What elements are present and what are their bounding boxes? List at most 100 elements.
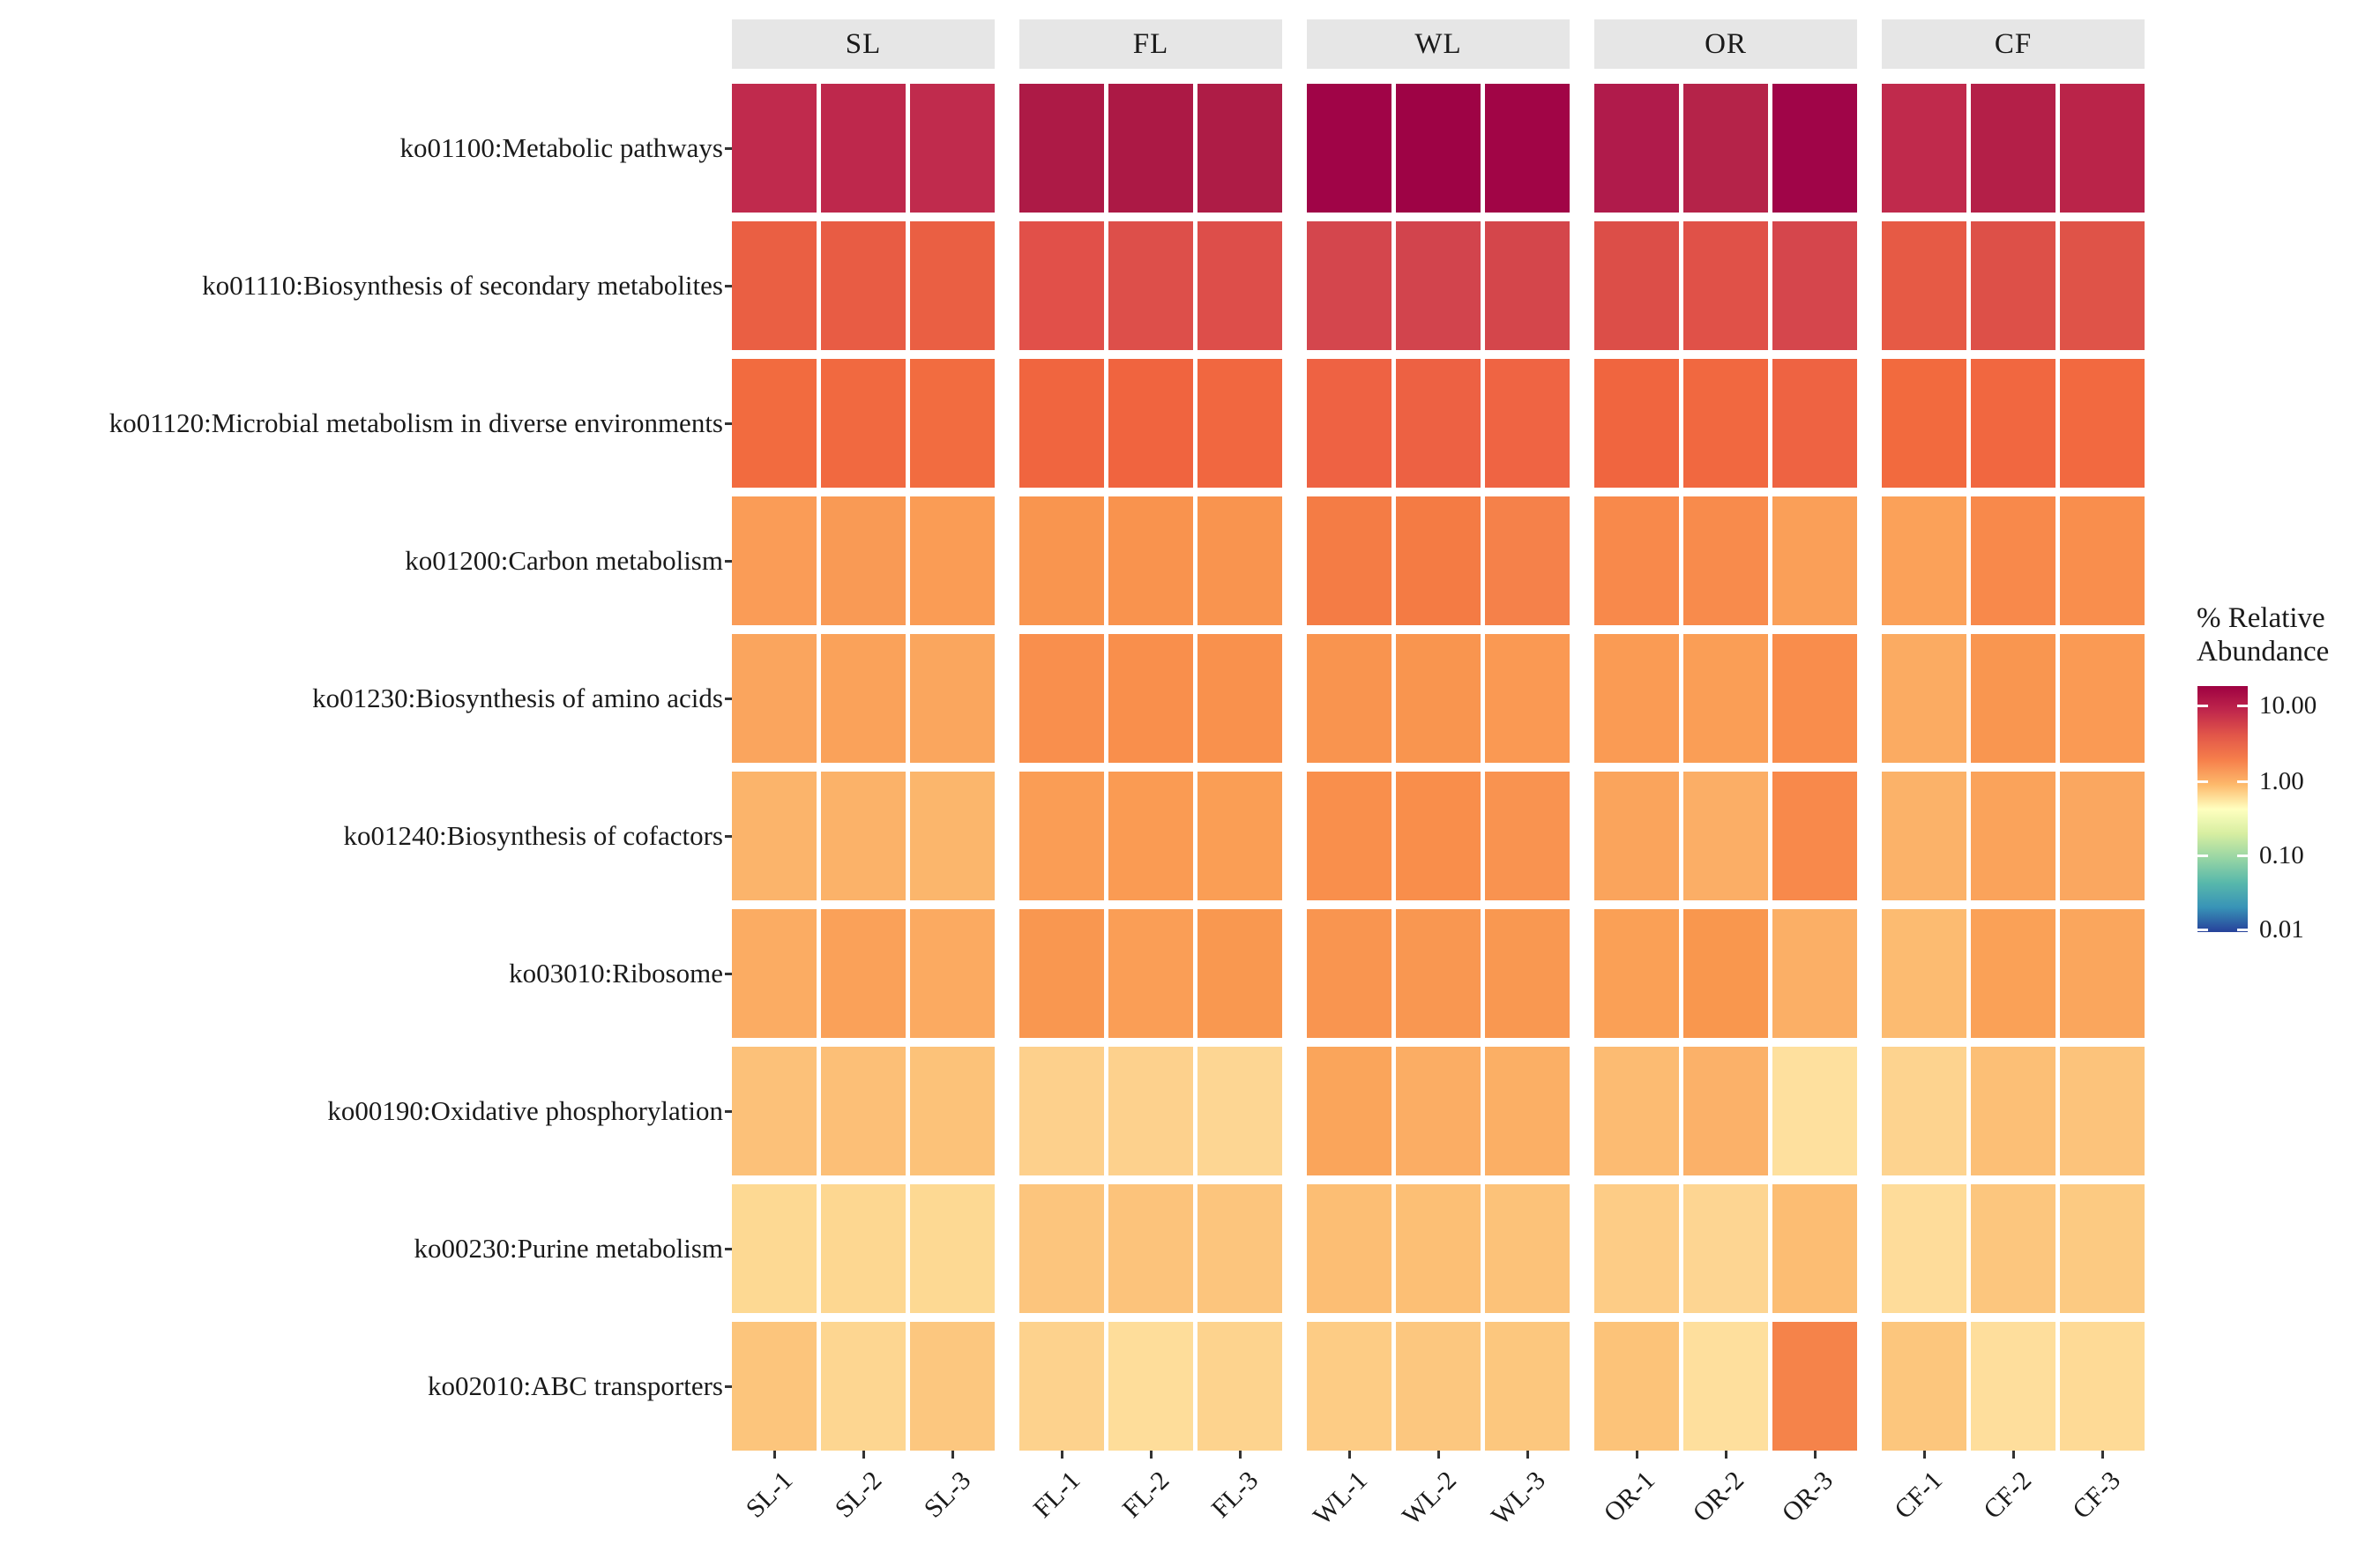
legend-tick-label-2: 0.10: [2259, 840, 2304, 869]
heatmap-cell-FL-2-row7: [1108, 1047, 1193, 1175]
y-tick-row7: [725, 1110, 733, 1113]
y-label-row9: ko02010:ABC transporters: [0, 1322, 723, 1451]
heatmap-cell-SL-2-row8: [821, 1184, 906, 1313]
y-tick-row4: [725, 698, 733, 700]
heatmap-cell-WL-2-row2: [1396, 359, 1481, 488]
y-label-row8: ko00230:Purine metabolism: [0, 1184, 723, 1313]
heatmap-cell-FL-2-row0: [1108, 84, 1193, 213]
heatmap-cell-SL-2-row5: [821, 772, 906, 900]
heatmap-cell-OR-3-row1: [1772, 221, 1857, 350]
heatmap-cell-CF-3-row9: [2060, 1322, 2145, 1451]
heatmap-cell-FL-3-row5: [1197, 772, 1282, 900]
heatmap-cell-CF-2-row1: [1971, 221, 2055, 350]
heatmap-cell-OR-3-row2: [1772, 359, 1857, 488]
y-tick-row2: [725, 422, 733, 425]
heatmap-cell-SL-3-row9: [910, 1322, 995, 1451]
heatmap-cell-OR-1-row3: [1594, 496, 1679, 625]
heatmap-cell-SL-2-row9: [821, 1322, 906, 1451]
y-tick-row0: [725, 147, 733, 150]
x-label-text: OR-1: [1598, 1466, 1661, 1528]
heatmap-cell-SL-2-row7: [821, 1047, 906, 1175]
x-label-text: SL-2: [829, 1466, 888, 1524]
x-tick-CF-2: [2012, 1451, 2015, 1459]
heatmap-cell-WL-1-row2: [1307, 359, 1391, 488]
heatmap-cell-FL-3-row4: [1197, 634, 1282, 763]
y-label-text: ko00230:Purine metabolism: [414, 1233, 723, 1264]
legend-tick-label-3: 0.01: [2259, 914, 2304, 944]
heatmap-cell-FL-2-row2: [1108, 359, 1193, 488]
y-label-row1: ko01110:Biosynthesis of secondary metabo…: [0, 221, 723, 350]
heatmap-cell-CF-3-row8: [2060, 1184, 2145, 1313]
heatmap-cell-CF-3-row6: [2060, 909, 2145, 1038]
heatmap-cell-SL-1-row2: [732, 359, 817, 488]
y-label-text: ko00190:Oxidative phosphorylation: [327, 1095, 723, 1126]
heatmap-cell-FL-3-row0: [1197, 84, 1282, 213]
x-tick-WL-2: [1437, 1451, 1440, 1459]
heatmap-cell-CF-1-row3: [1882, 496, 1966, 625]
x-label-text: CF-1: [1889, 1466, 1949, 1525]
x-tick-SL-1: [773, 1451, 776, 1459]
legend-tick-mark-left: [2197, 928, 2208, 931]
heatmap-cell-SL-2-row3: [821, 496, 906, 625]
heatmap-cell-FL-3-row7: [1197, 1047, 1282, 1175]
heatmap-cell-CF-3-row3: [2060, 496, 2145, 625]
heatmap-cell-CF-3-row7: [2060, 1047, 2145, 1175]
heatmap-cell-OR-3-row9: [1772, 1322, 1857, 1451]
heatmap-cell-OR-1-row5: [1594, 772, 1679, 900]
heatmap-cell-WL-1-row6: [1307, 909, 1391, 1038]
heatmap-cell-CF-3-row0: [2060, 84, 2145, 213]
heatmap-cell-OR-1-row7: [1594, 1047, 1679, 1175]
heatmap-cell-CF-1-row4: [1882, 634, 1966, 763]
heatmap-cell-OR-1-row2: [1594, 359, 1679, 488]
facet-strip-WL: WL: [1307, 19, 1570, 69]
x-tick-OR-1: [1636, 1451, 1638, 1459]
heatmap-cell-WL-2-row3: [1396, 496, 1481, 625]
heatmap-cell-CF-3-row4: [2060, 634, 2145, 763]
y-label-row7: ko00190:Oxidative phosphorylation: [0, 1047, 723, 1175]
facet-strip-CF: CF: [1882, 19, 2145, 69]
heatmap-cell-OR-2-row4: [1683, 634, 1768, 763]
heatmap-cell-WL-2-row8: [1396, 1184, 1481, 1313]
heatmap-cell-WL-2-row1: [1396, 221, 1481, 350]
heatmap-cell-OR-2-row8: [1683, 1184, 1768, 1313]
heatmap-cell-WL-3-row9: [1485, 1322, 1570, 1451]
heatmap-cell-WL-3-row4: [1485, 634, 1570, 763]
heatmap-cell-SL-3-row1: [910, 221, 995, 350]
heatmap-cell-OR-3-row6: [1772, 909, 1857, 1038]
heatmap-cell-FL-2-row6: [1108, 909, 1193, 1038]
heatmap-cell-OR-2-row0: [1683, 84, 1768, 213]
heatmap-cell-WL-1-row7: [1307, 1047, 1391, 1175]
y-tick-row1: [725, 285, 733, 287]
heatmap-cell-CF-2-row3: [1971, 496, 2055, 625]
heatmap-cell-SL-2-row4: [821, 634, 906, 763]
x-tick-SL-2: [862, 1451, 865, 1459]
heatmap-cell-FL-2-row4: [1108, 634, 1193, 763]
heatmap-cell-CF-2-row8: [1971, 1184, 2055, 1313]
heatmap-cell-CF-2-row2: [1971, 359, 2055, 488]
heatmap-cell-WL-2-row7: [1396, 1047, 1481, 1175]
facet-strip-SL: SL: [732, 19, 995, 69]
x-tick-OR-2: [1725, 1451, 1727, 1459]
facet-strip-OR: OR: [1594, 19, 1857, 69]
y-label-row0: ko01100:Metabolic pathways: [0, 84, 723, 213]
legend-colorbar: [2197, 686, 2248, 932]
heatmap-cell-FL-1-row4: [1019, 634, 1104, 763]
x-label-text: SL-3: [918, 1466, 977, 1524]
y-label-text: ko01200:Carbon metabolism: [405, 545, 723, 576]
heatmap-cell-CF-2-row4: [1971, 634, 2055, 763]
heatmap-cell-WL-2-row9: [1396, 1322, 1481, 1451]
heatmap-cell-SL-2-row6: [821, 909, 906, 1038]
heatmap-cell-OR-2-row2: [1683, 359, 1768, 488]
heatmap-cell-OR-1-row6: [1594, 909, 1679, 1038]
heatmap-cell-WL-2-row5: [1396, 772, 1481, 900]
heatmap-cell-SL-3-row5: [910, 772, 995, 900]
heatmap-cell-FL-1-row2: [1019, 359, 1104, 488]
heatmap-cell-OR-2-row6: [1683, 909, 1768, 1038]
heatmap-cell-OR-1-row0: [1594, 84, 1679, 213]
heatmap-cell-FL-2-row3: [1108, 496, 1193, 625]
x-label-text: OR-3: [1776, 1466, 1839, 1528]
heatmap-cell-WL-3-row1: [1485, 221, 1570, 350]
facet-strip-label: SL: [845, 27, 882, 60]
heatmap-cell-CF-1-row6: [1882, 909, 1966, 1038]
y-tick-row5: [725, 835, 733, 838]
